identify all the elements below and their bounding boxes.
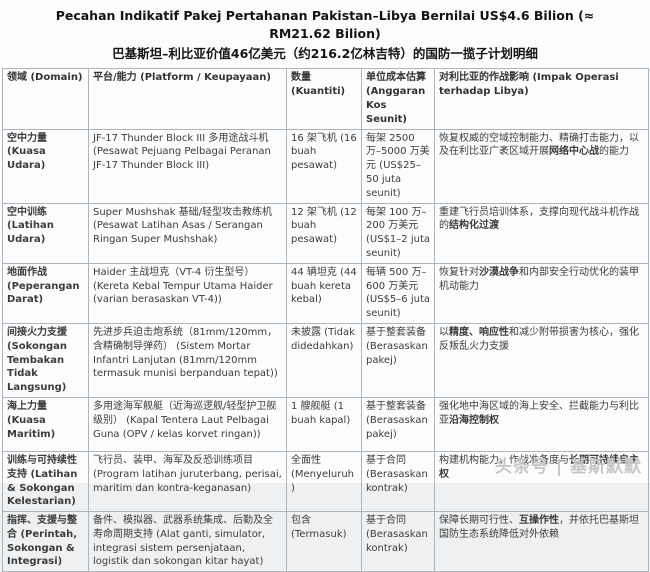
impact-text: 以 [439,326,449,338]
table-row: 空中力量 (Kuasa Udara) JF-17 Thunder Block I… [2,128,649,204]
cell-impact: 构建机构能力、作战准备度与长期可持续自主权 [434,450,649,513]
cell-platform: 飞行员、装甲、海军及反恐训练项目 (Program latihan jurute… [88,450,287,513]
cell-platform: Super Mushshak 基础/轻型攻击教练机 (Pesawat Latih… [88,202,287,264]
header-impact: 对利比亚的作战影响 (Impak Operasi terhadap Libya) [434,68,649,130]
cell-quantity: 1 艘舰艇 (1 buah kapal) [286,396,362,452]
cell-platform: Haider 主战坦克（VT-4 衍生型号） (Kereta Kebal Tem… [88,262,287,324]
table-row: 指挥、支援与整合 (Perintah, Sokongan & Integrasi… [2,511,649,572]
cell-impact: 强化地中海区域的海上安全、拦截能力与利比亚沿海控制权 [434,396,649,452]
title-line-english: Pecahan Indikatif Pakej Pertahanan Pakis… [55,8,595,42]
cell-domain: 指挥、支援与整合 (Perintah, Sokongan & Integrasi… [2,511,89,572]
header-unit-cost: 单位成本估算 (Anggaran Kos Seunit) [361,68,435,130]
cell-domain: 空中力量 (Kuasa Udara) [2,128,89,204]
cell-quantity: 全面性 (Menyeluruh) [286,450,362,513]
impact-emphasis: 结构化过渡 [449,220,499,232]
impact-emphasis: 沙漠战争 [479,266,519,278]
cell-impact: 以精度、响应性和减少附带损害为核心，强化反叛乱火力支援 [434,322,649,398]
cell-cost: 基于整套装备 (Berasaskan pakej) [361,396,435,452]
impact-emphasis: 精度、响应性 [449,326,509,338]
cell-impact: 恢复权威的空域控制能力、精确打击能力，以及在利比亚广袤区域开展网络中心战的能力 [434,128,649,204]
cell-domain: 空中训练 (Latihan Udara) [2,202,89,264]
impact-text: 恢复针对 [439,266,479,278]
document-title: Pecahan Indikatif Pakej Pertahanan Pakis… [2,3,648,68]
cell-impact: 恢复针对沙漠战争和内部安全行动优化的装甲机动能力 [434,262,649,324]
impact-text: 和内部安全行动优化的装甲机动能力 [439,266,639,292]
header-quantity: 数量 (Kuantiti) [286,68,362,130]
cell-cost: 基于整套装备 (Berasaskan pakej) [361,322,435,398]
impact-text: 恢复权威的空域控制能力、精确打击能力，以及在利比亚广袤区域开展 [439,132,639,158]
table-row: 训练与可持续性支持 (Latihan & Sokongan Kelestaria… [2,450,649,513]
impact-text: 重建飞行员培训体系，支撑向现代战斗机作战的 [439,206,639,232]
cell-quantity: 包含 (Termasuk) [286,511,362,572]
cell-quantity: 未披露 (Tidak didedahkan) [286,322,362,398]
cell-platform: 多用途海军舰艇（近海巡逻舰/轻型护卫舰级别） (Kapal Tentera La… [88,396,287,452]
cell-quantity: 44 辆坦克 (44 buah kereta kebal) [286,262,362,324]
table-row: 地面作战 (Peperangan Darat) Haider 主战坦克（VT-4… [2,262,649,324]
table-row: 间接火力支援 (Sokongan Tembakan Tidak Langsung… [2,322,649,398]
impact-emphasis: 互操作性 [519,515,559,527]
cell-cost: 每架 100 万–200 万美元 (US$1–2 juta seunit) [361,202,435,264]
impact-text: 保障长期可行性、 [439,515,519,527]
cell-domain: 地面作战 (Peperangan Darat) [2,262,89,324]
cell-domain: 训练与可持续性支持 (Latihan & Sokongan Kelestaria… [2,450,89,513]
cell-cost: 基于合同 (Berasaskan kontrak) [361,511,435,572]
impact-text: 构建机构能力、作战准备度与 [439,454,569,466]
title-line-chinese: 巴基斯坦–利比亚价值46亿美元（约216.2亿林吉特）的国防一揽子计划明细 [112,46,538,62]
cell-impact: 保障长期可行性、互操作性，并依托巴基斯坦国防生态系统降低对外依赖 [434,511,649,572]
impact-text: 和减少附带损害为核心，强化反叛乱火力支援 [439,326,639,352]
header-domain: 领域 (Domain) [2,68,89,130]
cell-domain: 海上力量 (Kuasa Maritim) [2,396,89,452]
cell-cost: 每架 2500 万–5000 万美元 (US$25–50 juta seunit… [361,128,435,204]
cell-cost: 基于合同 (Berasaskan kontrak) [361,450,435,513]
impact-text: 强化地中海区域的海上安全、拦截能力与利比亚 [439,400,639,426]
cell-platform: 备件、模拟器、武器系统集成、后勤及全寿命周期支持 (Alat ganti, si… [88,511,287,572]
header-platform: 平台/能力 (Platform / Keupayaan) [88,68,287,130]
cell-cost: 每辆 500 万–600 万美元 (US$5–6 juta seunit) [361,262,435,324]
cell-impact: 重建飞行员培训体系，支撑向现代战斗机作战的结构化过渡 [434,202,649,264]
defense-package-table: 领域 (Domain) 平台/能力 (Platform / Keupayaan)… [2,68,649,572]
cell-domain: 间接火力支援 (Sokongan Tembakan Tidak Langsung… [2,322,89,398]
table-row: 海上力量 (Kuasa Maritim) 多用途海军舰艇（近海巡逻舰/轻型护卫舰… [2,396,649,452]
cell-platform: 先进步兵迫击炮系统（81mm/120mm，含精确制导弹药） (Sistem Mo… [88,322,287,398]
cell-platform: JF-17 Thunder Block III 多用途战斗机 (Pesawat … [88,128,287,204]
cell-quantity: 12 架飞机 (12 buah pesawat) [286,202,362,264]
table-row: 空中训练 (Latihan Udara) Super Mushshak 基础/轻… [2,202,649,264]
cell-quantity: 16 架飞机 (16 buah pesawat) [286,128,362,204]
table-header-row: 领域 (Domain) 平台/能力 (Platform / Keupayaan)… [2,68,649,130]
impact-text: 的能力 [599,146,629,158]
impact-emphasis: 沿海控制权 [449,414,499,426]
impact-emphasis: 网络中心战 [549,146,599,158]
impact-emphasis: 长期可持续自主权 [439,454,639,480]
